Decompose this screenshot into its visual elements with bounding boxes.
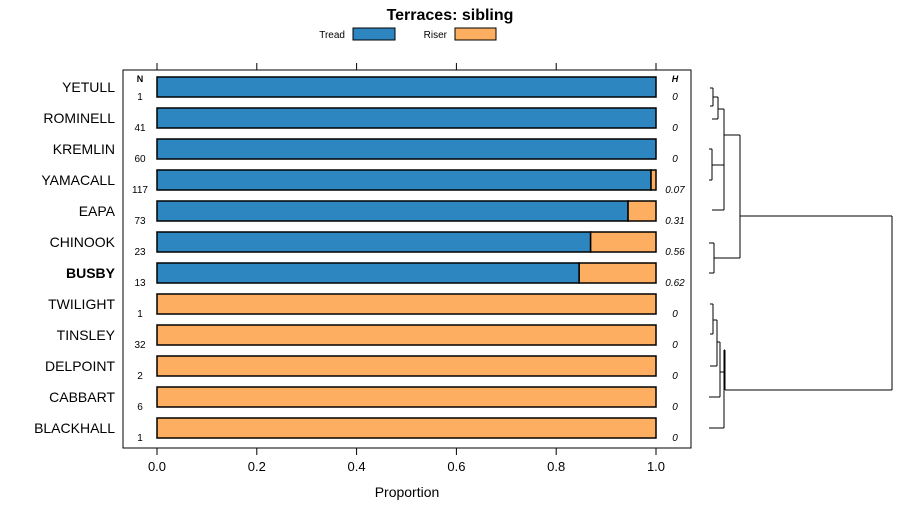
bar-tread xyxy=(156,231,592,253)
legend-swatch-riser xyxy=(454,27,497,41)
n-value: 1 xyxy=(137,433,143,444)
category-label: YAMACALL xyxy=(41,172,115,188)
category-label: TINSLEY xyxy=(57,327,116,343)
h-value: 0.56 xyxy=(665,247,685,258)
chart-title: Terraces: sibling xyxy=(387,7,514,24)
x-tick-label: 1.0 xyxy=(647,459,665,474)
h-value: 0 xyxy=(672,154,678,165)
h-value: 0 xyxy=(672,433,678,444)
n-value: 41 xyxy=(134,123,146,134)
bar-riser xyxy=(156,386,657,408)
x-tick-label: 0.6 xyxy=(447,459,465,474)
n-value: 32 xyxy=(134,340,146,351)
category-label: ROMINELL xyxy=(43,110,115,126)
bar-riser xyxy=(156,355,657,377)
h-value: 0 xyxy=(672,92,678,103)
bar-tread xyxy=(156,138,657,160)
h-value: 0 xyxy=(672,402,678,413)
x-tick-label: 0.2 xyxy=(248,459,266,474)
category-label: CHINOOK xyxy=(50,234,116,250)
n-value: 60 xyxy=(134,154,146,165)
bar-riser xyxy=(627,200,657,222)
category-label: TWILIGHT xyxy=(48,296,115,312)
dendrogram xyxy=(709,87,893,429)
legend-label-riser: Riser xyxy=(424,30,448,41)
h-value: 0 xyxy=(672,123,678,134)
n-value: 23 xyxy=(134,247,146,258)
bar-riser xyxy=(578,262,657,284)
h-value: 0 xyxy=(672,371,678,382)
n-column-header: N xyxy=(137,74,144,84)
h-value: 0 xyxy=(672,340,678,351)
n-value: 1 xyxy=(137,92,143,103)
x-tick-label: 0.4 xyxy=(348,459,366,474)
x-axis-label: Proportion xyxy=(375,484,440,500)
bar-riser xyxy=(156,417,657,439)
n-value: 1 xyxy=(137,309,143,320)
category-label: YETULL xyxy=(62,79,115,95)
n-value: 2 xyxy=(137,371,143,382)
n-value: 13 xyxy=(134,278,146,289)
bar-tread xyxy=(156,76,657,98)
bar-riser xyxy=(650,169,657,191)
category-label: CABBART xyxy=(49,389,115,405)
n-value: 73 xyxy=(134,216,146,227)
n-value: 117 xyxy=(132,185,148,196)
h-value: 0 xyxy=(672,309,678,320)
bar-riser xyxy=(156,293,657,315)
bar-riser xyxy=(156,324,657,346)
category-label: DELPOINT xyxy=(45,358,115,374)
h-value: 0.07 xyxy=(665,185,685,196)
legend-label-tread: Tread xyxy=(319,30,345,41)
h-column-header: H xyxy=(672,74,679,84)
bar-tread xyxy=(156,262,580,284)
h-value: 0.31 xyxy=(665,216,684,227)
bar-tread xyxy=(156,169,652,191)
bar-tread xyxy=(156,107,657,129)
h-value: 0.62 xyxy=(665,278,685,289)
category-label: BUSBY xyxy=(66,265,116,281)
x-tick-label: 0.8 xyxy=(547,459,565,474)
category-label: EAPA xyxy=(79,203,116,219)
category-label: BLACKHALL xyxy=(34,420,115,436)
n-value: 6 xyxy=(137,402,143,413)
category-label: KREMLIN xyxy=(53,141,115,157)
bar-tread xyxy=(156,200,629,222)
x-tick-label: 0.0 xyxy=(148,459,166,474)
legend: Tread Riser xyxy=(319,27,497,41)
bar-riser xyxy=(589,231,657,253)
x-axis: 0.0 0.2 0.4 0.6 0.8 1.0 xyxy=(148,63,665,474)
legend-swatch-tread xyxy=(352,27,396,41)
plot-panel xyxy=(122,69,692,449)
